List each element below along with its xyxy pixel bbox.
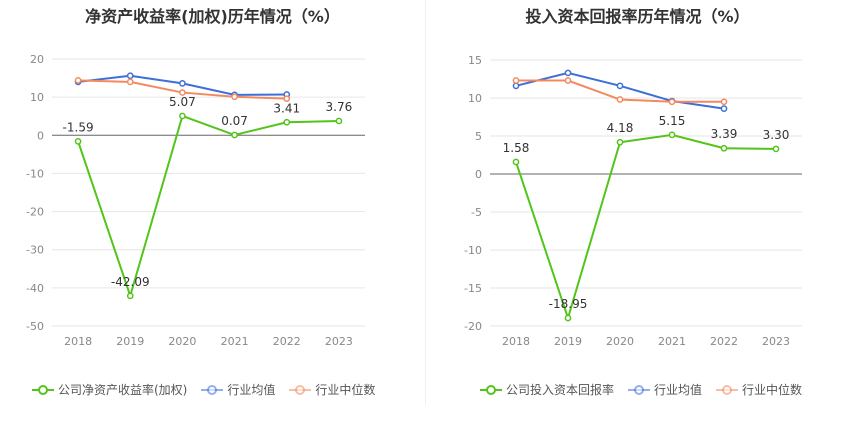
data-point [74, 138, 82, 145]
x-tick-label: 2019 [554, 335, 582, 348]
y-tick-label: -30 [26, 244, 44, 257]
data-point [179, 80, 186, 87]
data-point [616, 96, 624, 103]
roic-legend: 公司投入资本回报率 行业均值 行业中位数 [480, 381, 816, 398]
data-point [668, 98, 676, 106]
x-tick-label: 2018 [64, 335, 92, 348]
legend-item[interactable]: 公司净资产收益率(加权) [32, 381, 187, 398]
data-point [179, 112, 186, 120]
x-tick-label: 2021 [221, 335, 249, 348]
data-point [74, 77, 82, 84]
data-label: 1.58 [503, 141, 530, 155]
legend-label: 行业均值 [227, 383, 276, 397]
x-tick-label: 2021 [658, 335, 686, 348]
data-point [283, 95, 291, 103]
data-point [179, 89, 186, 96]
legend-item[interactable]: 行业均值 [628, 381, 702, 398]
data-point [126, 72, 134, 80]
data-label: -1.59 [63, 120, 94, 134]
x-tick-label: 2023 [762, 335, 790, 348]
y-tick-label: -50 [26, 320, 44, 333]
data-label: 5.15 [659, 114, 686, 128]
roe-chart-panel: 净资产收益率(加权)历年情况（%） 20 10 0 -10 -20 -30 -40 -50 20… [26, 7, 389, 398]
data-label: 5.07 [169, 95, 196, 109]
data-label: 0.07 [221, 114, 248, 128]
y-tick-label: 20 [30, 53, 44, 66]
y-tick-label: 10 [30, 91, 44, 104]
legend-item[interactable]: 行业中位数 [289, 381, 375, 398]
legend-marker-icon [480, 384, 502, 395]
x-tick-label: 2018 [502, 335, 530, 348]
data-point [772, 145, 780, 153]
panel-divider [425, 0, 426, 405]
data-point [720, 144, 728, 152]
data-point [231, 131, 238, 139]
roe-legend: 公司净资产收益率(加权) 行业均值 行业中位数 [32, 381, 389, 398]
x-tick-label: 2019 [116, 335, 144, 348]
series-line-0 [515, 133, 777, 322]
data-point [668, 131, 676, 139]
y-tick-label: -40 [26, 282, 44, 295]
data-point [512, 82, 520, 90]
roic-plot-area: 15 10 5 0 -5 -10 -15 -20 2018 2019 2020 2021 2022 202… [464, 54, 802, 348]
data-point [616, 82, 624, 90]
data-label: 4.18 [607, 121, 634, 135]
data-label: 3.30 [763, 128, 790, 142]
x-tick-label: 2020 [606, 335, 634, 348]
data-label: 3.41 [273, 101, 300, 115]
x-tick-label: 2023 [325, 335, 353, 348]
legend-label: 公司投入资本回报率 [506, 383, 615, 397]
legend-marker-icon [201, 384, 224, 395]
data-point [564, 314, 572, 322]
legend-label: 行业中位数 [315, 383, 376, 397]
legend-item[interactable]: 行业中位数 [716, 381, 802, 398]
x-tick-label: 2020 [168, 335, 196, 348]
y-tick-label: -10 [26, 167, 44, 180]
legend-marker-icon [289, 384, 312, 395]
legend-label: 行业均值 [654, 383, 703, 397]
data-point [335, 117, 343, 125]
y-tick-label: 5 [475, 130, 482, 143]
legend-marker-icon [32, 384, 54, 395]
legend-item[interactable]: 行业均值 [201, 381, 275, 398]
chart-title: 投入资本回报率历年情况（%） [525, 7, 750, 26]
legend-label: 公司净资产收益率(加权) [58, 383, 188, 397]
legend-item[interactable]: 公司投入资本回报率 [480, 381, 614, 398]
y-tick-label: 0 [37, 129, 44, 142]
data-label: -18.95 [549, 297, 588, 311]
y-tick-label: 0 [475, 168, 482, 181]
y-tick-label: -20 [26, 206, 44, 219]
data-point [616, 138, 624, 146]
roe-plot-area: 20 10 0 -10 -20 -30 -40 -50 2018 2019 2020 2021 2022… [26, 53, 365, 348]
data-point [512, 77, 520, 84]
data-label: -42.09 [111, 275, 150, 289]
legend-marker-icon [628, 384, 651, 395]
data-label: 3.39 [711, 127, 738, 141]
roic-chart-panel: 投入资本回报率历年情况（%） 15 10 5 0 -5 -10 -15 -20 2018 2019… [425, 0, 850, 437]
data-point [283, 118, 291, 126]
data-point [126, 78, 134, 86]
x-tick-label: 2022 [710, 335, 738, 348]
data-point [564, 69, 572, 77]
y-tick-label: -20 [464, 320, 482, 333]
chart-title: 净资产收益率(加权)历年情况（%） [85, 7, 340, 26]
y-tick-label: -15 [464, 282, 482, 295]
y-tick-label: -10 [464, 244, 482, 257]
x-tick-label: 2022 [273, 335, 301, 348]
legend-marker-icon [716, 384, 739, 395]
legend-label: 行业中位数 [742, 383, 803, 397]
data-point [564, 77, 572, 84]
data-label: 3.76 [326, 100, 353, 114]
data-point [231, 93, 238, 101]
data-point [720, 105, 728, 112]
y-tick-label: 15 [468, 54, 482, 67]
series-line-0 [77, 114, 339, 300]
y-tick-label: -5 [471, 206, 482, 219]
data-point [720, 98, 728, 106]
data-point [126, 292, 134, 300]
y-tick-label: 10 [468, 92, 482, 105]
series-line-1 [515, 71, 725, 110]
data-point [512, 158, 520, 166]
